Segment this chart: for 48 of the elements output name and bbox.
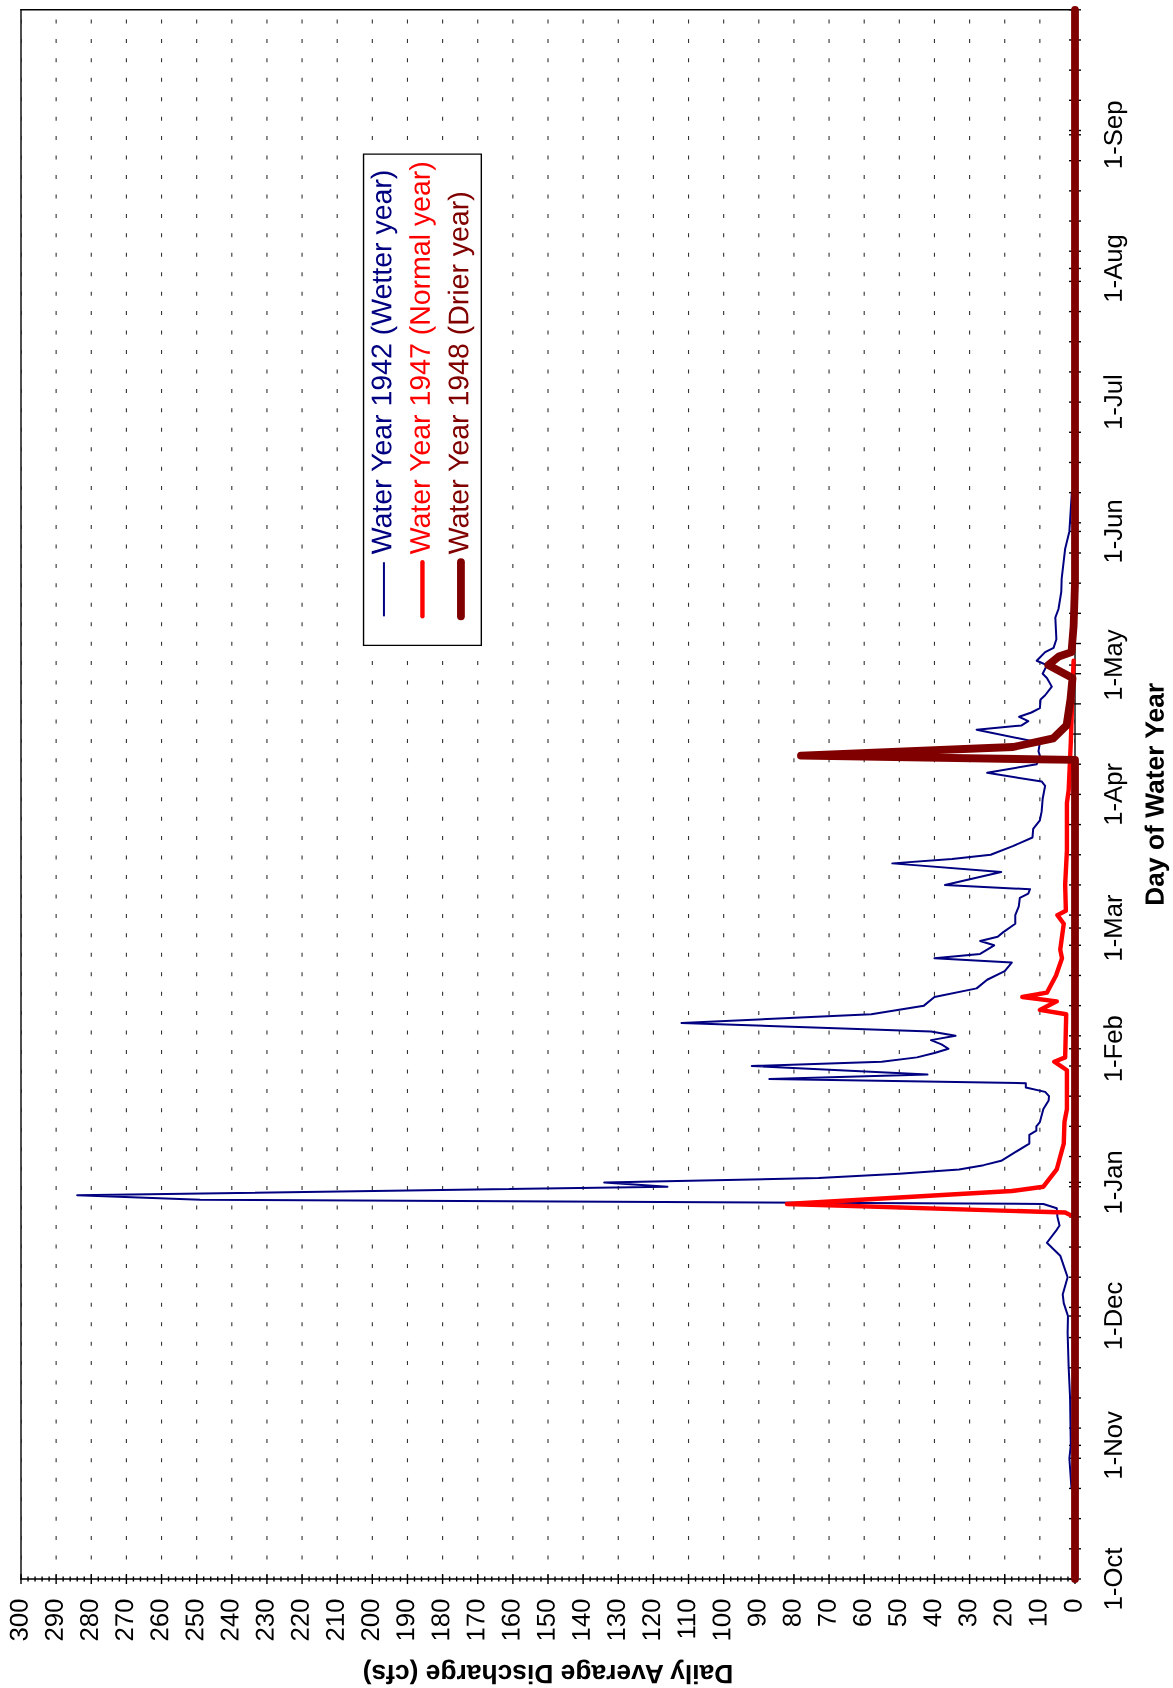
y-tick-label: 1-Jun (1104, 500, 1123, 562)
x-tick-label: 70 (817, 1599, 836, 1626)
y-tick-label: 1-Oct (1103, 1547, 1123, 1609)
x-tick-label: 90 (747, 1599, 766, 1626)
x-tick-label: 250 (185, 1599, 204, 1641)
x-tick-label: 60 (852, 1599, 872, 1626)
x-tick-label: 240 (220, 1599, 239, 1641)
x-tick-label: 50 (888, 1599, 907, 1627)
y-axis-title: Day of Water Year (1144, 683, 1170, 905)
y-tick-label: 1-Nov (1104, 1411, 1123, 1478)
x-axis-title: Daily Average Discharge (cfs) (364, 1659, 732, 1685)
x-tick-label: 300 (9, 1599, 28, 1641)
x-tick-label: 160 (501, 1599, 520, 1640)
x-tick-label: 280 (79, 1599, 99, 1641)
y-tick-label: 1-Mar (1104, 894, 1123, 960)
x-tick-label: 260 (150, 1599, 169, 1641)
x-tick-label: 100 (712, 1599, 731, 1640)
y-tick-label: 1-May (1104, 629, 1128, 699)
x-tick-label: 190 (396, 1599, 415, 1640)
y-tick-label: 1-Aug (1104, 235, 1128, 301)
x-tick-label: 130 (606, 1599, 626, 1640)
x-tick-label: 20 (993, 1599, 1012, 1626)
x-tick-label: 180 (431, 1599, 450, 1640)
y-tick-label: 1-Feb (1103, 1016, 1123, 1081)
y-tick-label: 1-Sep (1103, 101, 1128, 168)
x-tick-label: 40 (923, 1599, 942, 1627)
y-tick-label: 1-Apr (1104, 763, 1128, 824)
x-tick-label: 150 (536, 1599, 555, 1640)
x-tick-label: 120 (642, 1599, 661, 1640)
y-tick-label: 1-Dec (1104, 1282, 1123, 1349)
x-tick-label: 270 (115, 1599, 134, 1641)
x-tick-label: 110 (677, 1599, 696, 1638)
text: Water Year 1942 (Wetter year) (370, 171, 398, 555)
text: Water Year 1948 (Drier year) (447, 193, 475, 555)
text: Water Year 1947 (Normal year) (409, 163, 436, 555)
x-tick-label: 170 (466, 1599, 485, 1640)
x-tick-label: 0 (1063, 1599, 1082, 1612)
x-tick-label: 220 (290, 1599, 309, 1641)
x-tick-label: 140 (571, 1599, 591, 1640)
x-tick-label: 10 (1028, 1599, 1047, 1626)
x-tick-label: 80 (782, 1599, 801, 1627)
x-tick-label: 200 (361, 1599, 380, 1641)
x-tick-label: 30 (958, 1599, 977, 1627)
y-tick-label: 1-Jan (1104, 1151, 1123, 1213)
x-tick-label: 230 (255, 1599, 274, 1641)
y-tick-label: 1-Jul (1103, 375, 1123, 428)
x-tick-label: 210 (325, 1599, 345, 1641)
x-tick-label: 290 (44, 1599, 64, 1641)
